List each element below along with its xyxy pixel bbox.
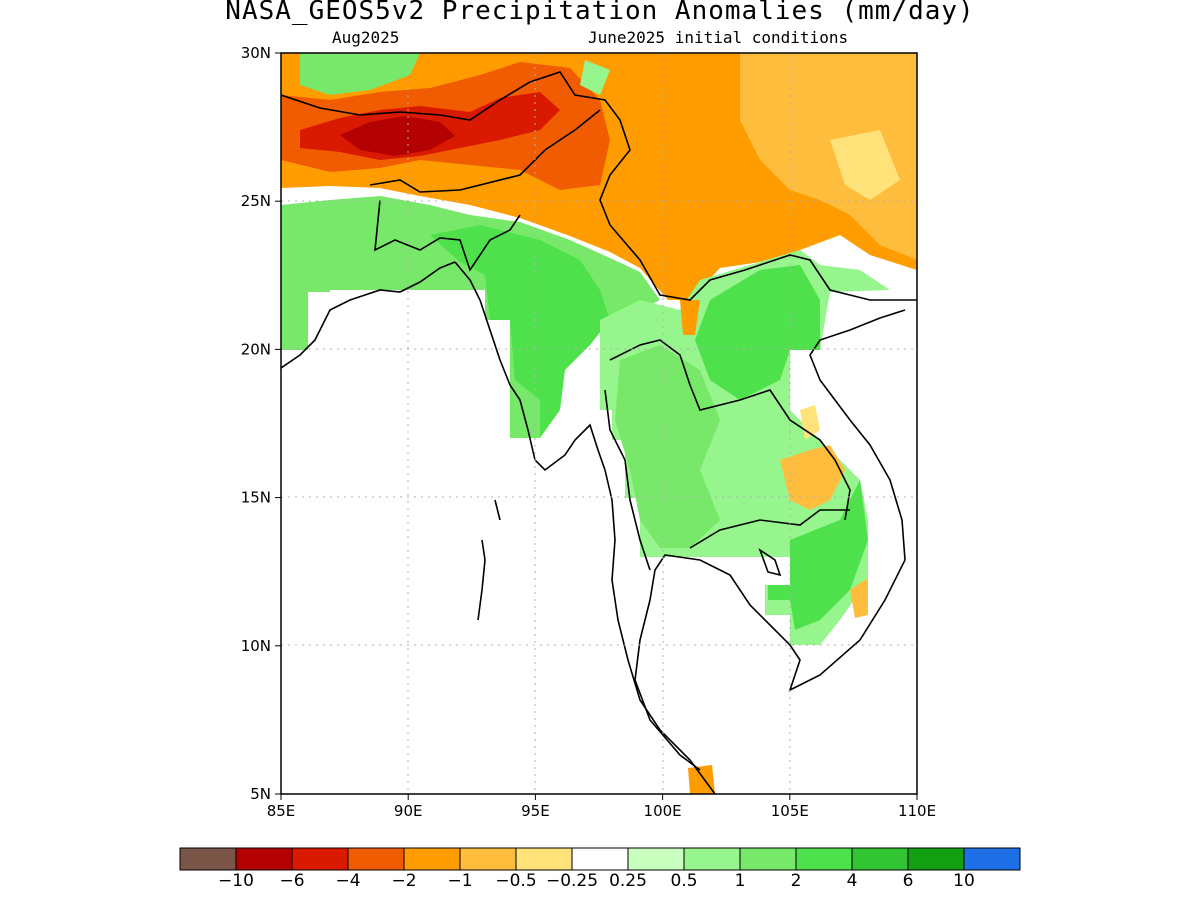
north-thailand-negative <box>680 300 700 335</box>
lat-tick-label: 20N <box>241 340 271 358</box>
colorbar-label: −4 <box>335 871 361 891</box>
south-china-weak-negative <box>830 130 900 200</box>
colorbar-label: 0.25 <box>609 871 647 891</box>
andaman-islands <box>477 539 486 621</box>
lat-tick-label: 10N <box>241 637 271 655</box>
malay-peninsula-negative <box>688 765 715 794</box>
andaman-islands-2 <box>494 499 501 521</box>
myanmar-coastline <box>454 261 606 472</box>
colorbar-swatch <box>403 847 461 871</box>
colorbar-swatch <box>515 847 573 871</box>
colorbar-swatch <box>683 847 741 871</box>
malay-peninsula-coast <box>604 469 716 794</box>
forecast-month: Aug2025 <box>332 28 400 47</box>
bangladesh-inner-border <box>374 199 521 272</box>
himalaya-border <box>281 71 917 301</box>
laos-strong-positive <box>695 265 820 400</box>
colorbar-label: −6 <box>279 871 305 891</box>
colorbar-swatch <box>851 847 909 871</box>
lon-tick-label: 85E <box>267 802 296 820</box>
lon-tick-label: 105E <box>771 802 809 820</box>
north-positive-pocket <box>300 53 420 95</box>
colorbar-swatch <box>795 847 853 871</box>
central-vietnam-weak-negative <box>800 405 820 440</box>
colorbar-swatch <box>179 847 237 871</box>
colorbar-swatch <box>963 847 1021 871</box>
colorbar-label: −0.25 <box>545 871 599 891</box>
colorbar-label: 1 <box>734 871 746 891</box>
lon-tick-label: 100E <box>644 802 682 820</box>
colorbar-swatch <box>907 847 965 871</box>
grid <box>281 53 917 794</box>
bangladesh-border <box>369 109 601 193</box>
thai-cambodia-border <box>689 509 850 549</box>
south-china-negative <box>740 53 917 260</box>
himalaya-extreme-negative <box>340 116 455 156</box>
colorbar-label: 2 <box>790 871 802 891</box>
colorbar-label: −1 <box>447 871 473 891</box>
east-peninsula-coast <box>634 599 701 771</box>
tonle-sap <box>758 547 782 577</box>
anomaly-field <box>281 53 917 794</box>
central-vietnam-negative <box>780 445 845 510</box>
colorbar-label: −10 <box>218 871 254 891</box>
lon-tick-label: 110E <box>898 802 936 820</box>
plot-frame <box>280 52 918 795</box>
gulf-of-thailand-coast <box>649 309 906 692</box>
lat-tick-label: 25N <box>241 192 271 210</box>
colorbar-label: 6 <box>902 871 914 891</box>
colorbar-label: 0.5 <box>670 871 698 891</box>
colorbar-swatch <box>459 847 517 871</box>
south-vietnam-negative <box>850 578 868 618</box>
lat-tick-label: 15N <box>241 489 271 507</box>
north-positive-pocket-2 <box>580 60 610 95</box>
axis-ticks: 85E 90E 95E 100E 105E 110E 5N 10N 15N 20N 25N 30N <box>241 44 936 820</box>
colorbar-swatch <box>235 847 293 871</box>
lon-tick-label: 90E <box>394 802 423 820</box>
laos-thailand-border <box>609 339 851 521</box>
colorbar-label: 10 <box>953 871 975 891</box>
cambodia-vietnam-positive <box>768 480 868 630</box>
chart-title: NASA_GEOS5v2 Precipitation Anomalies (mm… <box>225 0 975 26</box>
colorbar <box>179 847 1021 871</box>
colorbar-label: 4 <box>846 871 858 891</box>
lat-tick-label: 5N <box>250 785 271 803</box>
myanmar-positive <box>430 225 610 438</box>
colorbar-label: −0.5 <box>495 871 537 891</box>
coastlines <box>281 71 917 794</box>
colorbar-swatch <box>291 847 349 871</box>
colorbar-swatch <box>571 847 629 871</box>
indian-coastline <box>281 261 456 369</box>
colorbar-label: −2 <box>391 871 417 891</box>
lon-tick-label: 95E <box>521 802 550 820</box>
lat-tick-label: 30N <box>241 44 271 62</box>
colorbar-swatch <box>627 847 685 871</box>
colorbar-swatch <box>347 847 405 871</box>
initial-conditions-label: June2025 initial conditions <box>588 28 849 47</box>
myanmar-thai-border <box>604 389 651 571</box>
colorbar-swatch <box>739 847 797 871</box>
